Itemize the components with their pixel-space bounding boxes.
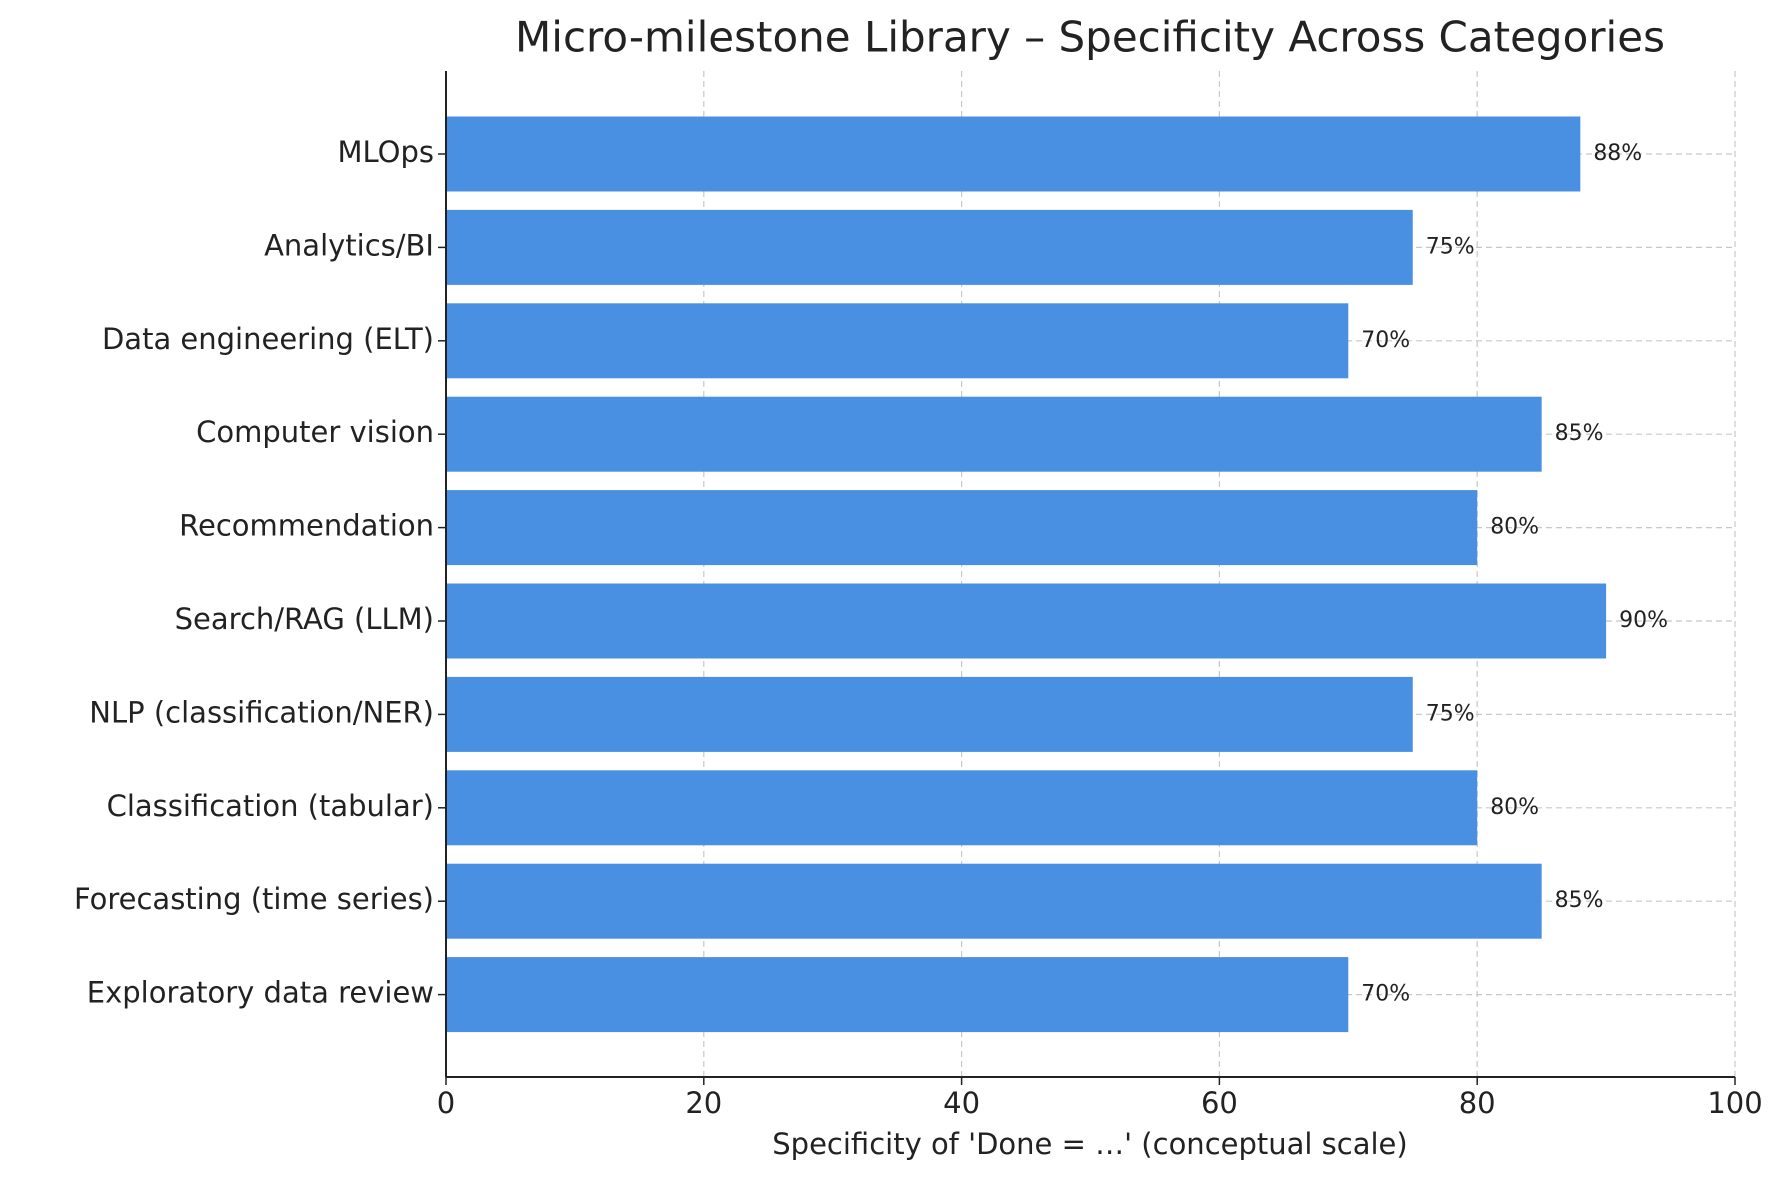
bar — [446, 303, 1349, 379]
bar — [446, 863, 1542, 939]
y-tick-label: MLOps — [338, 135, 435, 169]
x-tick-label: 0 — [437, 1086, 455, 1120]
bar — [446, 116, 1581, 192]
value-label: 90% — [1619, 608, 1668, 633]
bar — [446, 770, 1478, 846]
value-label: 88% — [1593, 141, 1642, 166]
x-tick-label: 20 — [685, 1086, 722, 1120]
bar — [446, 676, 1413, 752]
y-tick-label: Analytics/BI — [264, 228, 434, 262]
y-tick-label: Search/RAG (LLM) — [175, 602, 434, 636]
bar — [446, 490, 1478, 566]
value-label: 85% — [1555, 421, 1604, 446]
value-label: 70% — [1361, 982, 1410, 1007]
bar — [446, 209, 1413, 285]
value-label: 80% — [1490, 795, 1539, 820]
y-tick-label: Computer vision — [196, 415, 434, 449]
y-tick-label: Classification (tabular) — [107, 789, 434, 823]
y-tick-label: Exploratory data review — [87, 976, 434, 1010]
value-label: 75% — [1426, 234, 1475, 259]
bar — [446, 396, 1542, 472]
bar — [446, 583, 1607, 659]
bar — [446, 957, 1349, 1033]
x-tick-label: 40 — [943, 1086, 980, 1120]
y-tick-label: Forecasting (time series) — [74, 882, 434, 916]
value-label: 80% — [1490, 515, 1539, 540]
value-label: 75% — [1426, 701, 1475, 726]
chart-title: Micro-milestone Library – Specificity Ac… — [515, 13, 1665, 62]
x-axis-label: Specificity of 'Done = …' (conceptual sc… — [772, 1127, 1407, 1161]
value-label: 70% — [1361, 328, 1410, 353]
x-tick-label: 60 — [1201, 1086, 1238, 1120]
y-tick-label: Recommendation — [179, 509, 434, 543]
y-tick-label: Data engineering (ELT) — [102, 322, 434, 356]
x-tick-label: 100 — [1707, 1086, 1762, 1120]
value-label: 85% — [1555, 888, 1604, 913]
x-tick-label: 80 — [1459, 1086, 1496, 1120]
y-tick-label: NLP (classification/NER) — [89, 695, 434, 729]
